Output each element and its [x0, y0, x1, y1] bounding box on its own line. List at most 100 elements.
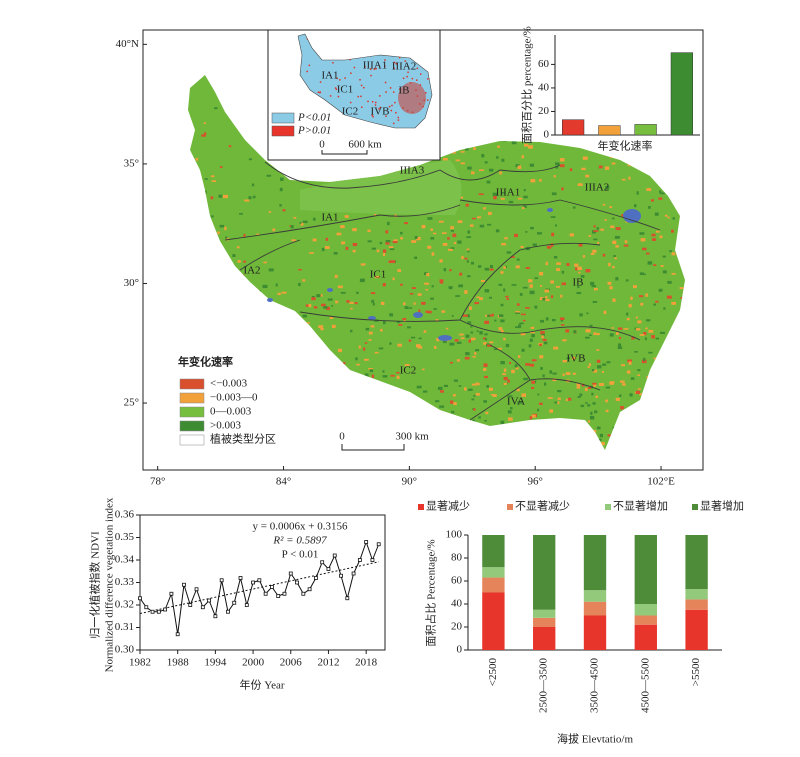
x-axis-label: 海拔 Elevtatio/m — [557, 732, 634, 746]
pixel — [389, 313, 394, 317]
pixel — [480, 453, 482, 455]
pixel — [316, 294, 321, 298]
pixel — [680, 148, 683, 150]
pixel — [387, 221, 390, 226]
data-point — [320, 560, 325, 565]
pixel — [449, 342, 455, 346]
pixel — [626, 317, 630, 321]
pixel — [667, 168, 673, 172]
pixel — [677, 207, 681, 212]
pixel — [490, 105, 494, 109]
pixel — [217, 231, 220, 235]
data-point — [207, 598, 212, 603]
region-boundary — [439, 164, 561, 181]
pixel — [440, 390, 444, 393]
y-tick-label: 60 — [538, 58, 550, 70]
pixel — [653, 163, 658, 167]
pixel — [467, 230, 471, 234]
pixel — [589, 436, 593, 439]
pixel — [667, 409, 671, 412]
pixel — [529, 284, 533, 288]
pixel — [658, 96, 663, 99]
pixel — [236, 321, 241, 324]
pixel — [282, 433, 287, 437]
pixel — [465, 147, 469, 151]
pixel — [634, 351, 638, 353]
pixel — [622, 411, 626, 413]
pixel — [503, 288, 506, 292]
pixel — [215, 311, 220, 314]
pixel — [365, 433, 370, 437]
pixel — [340, 225, 345, 229]
pixel — [256, 233, 260, 236]
pixel — [372, 419, 378, 423]
pixel — [628, 303, 632, 308]
pixel — [355, 357, 358, 361]
pixel — [230, 332, 235, 335]
pixel — [678, 232, 684, 236]
pixel — [437, 386, 443, 390]
pixel — [627, 359, 632, 363]
pixel — [495, 440, 500, 442]
pixel — [683, 202, 685, 206]
pixel — [598, 165, 603, 169]
data-point — [376, 542, 381, 547]
data-point — [232, 600, 237, 605]
pixel — [602, 363, 607, 366]
pixel — [607, 434, 611, 437]
inset-pixel — [329, 95, 332, 97]
pixel — [248, 158, 253, 161]
pixel — [414, 235, 418, 239]
pixel — [460, 337, 465, 340]
y-axis-label: 归一化植被指数 NDVI — [88, 531, 102, 639]
pixel — [517, 197, 523, 200]
pixel — [686, 395, 690, 397]
pixel — [451, 315, 454, 317]
pixel — [562, 339, 567, 342]
pixel — [605, 386, 611, 389]
pixel — [486, 180, 491, 184]
legend-swatch — [418, 504, 424, 510]
data-point — [332, 553, 337, 558]
data-point — [357, 558, 362, 562]
scale-bar — [341, 444, 405, 451]
pixel — [302, 314, 307, 318]
pixel — [614, 257, 617, 260]
pixel — [473, 394, 476, 397]
pixel — [400, 283, 403, 286]
pixel — [239, 308, 242, 312]
pixel — [484, 375, 488, 379]
inset-pixel — [349, 101, 352, 104]
pixel — [593, 238, 598, 241]
pixel — [496, 433, 500, 436]
pixel — [416, 419, 422, 423]
pixel — [625, 128, 629, 132]
pixel — [385, 241, 390, 245]
inset-pixel — [357, 95, 359, 98]
inset-pixel — [427, 78, 429, 80]
x-axis-label: 年份 Year — [239, 678, 284, 692]
pixel — [278, 169, 282, 172]
data-point — [188, 603, 193, 607]
pixel — [252, 195, 256, 199]
pixel — [291, 239, 296, 242]
pixel — [276, 344, 281, 347]
pixel — [679, 312, 684, 317]
pixel — [404, 160, 410, 164]
inset-pixel — [406, 75, 408, 78]
pixel — [383, 320, 386, 325]
pixel — [312, 217, 316, 221]
pixel — [436, 338, 440, 342]
region-boundary — [224, 204, 461, 241]
pixel — [571, 87, 577, 91]
pixel — [458, 284, 464, 288]
pixel — [661, 443, 667, 445]
pixel — [466, 248, 470, 251]
pixel — [471, 217, 476, 220]
pixel — [447, 237, 450, 240]
inset-pixel — [397, 119, 400, 121]
pixel — [266, 418, 272, 422]
pixel — [568, 441, 574, 444]
pixel — [466, 448, 471, 450]
data-point — [339, 573, 343, 578]
